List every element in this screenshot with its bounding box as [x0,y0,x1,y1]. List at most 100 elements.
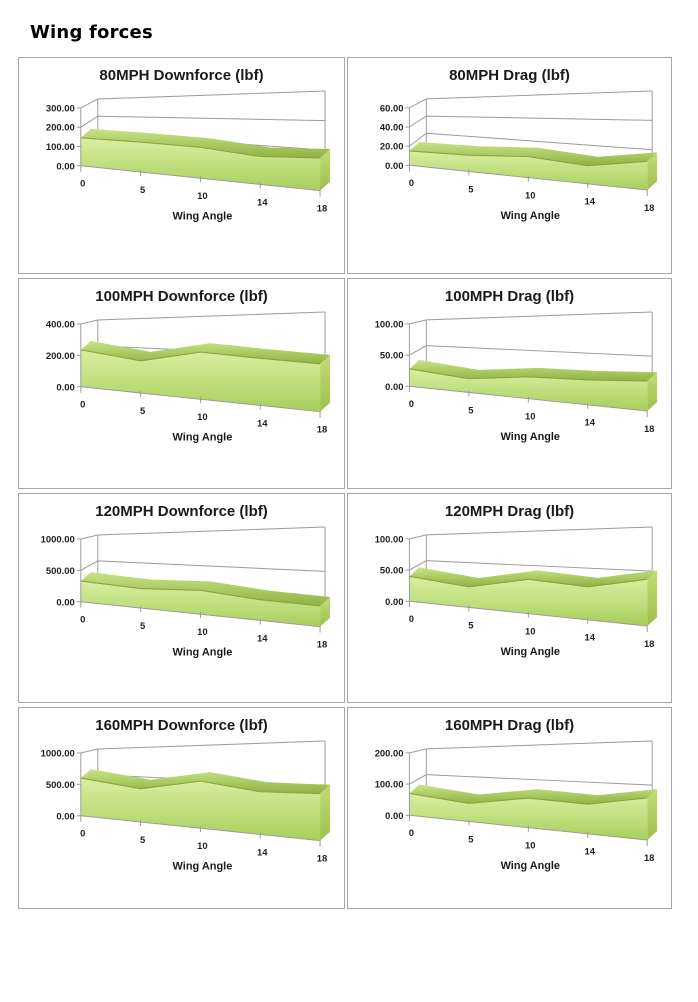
svg-text:18: 18 [644,423,654,434]
svg-text:10: 10 [525,839,535,850]
svg-text:0: 0 [80,829,85,840]
svg-text:18: 18 [317,204,328,215]
chart-title: 100MPH Drag (lbf) [444,288,575,305]
chart-panel-120mph-downforce: 120MPH Downforce (lbf) 0.00 500.00 1000.00… [18,493,345,703]
chart-panel-120mph-drag: 120MPH Drag (lbf) 0.00 50.00 100.00 0 5 10 14 1… [347,493,672,703]
svg-text:10: 10 [525,625,535,636]
chart-canvas: 0.00 200.00 400.00 0 5 10 14 18 Wing Angle [46,311,331,444]
svg-text:0: 0 [409,827,414,838]
svg-text:0: 0 [409,398,414,409]
charts-grid: 80MPH Downforce (lbf) 0.00 100.00 200.00 30… [18,57,698,909]
svg-text:18: 18 [644,852,654,863]
chart-canvas: 0.00 500.00 1000.00 0 5 10 14 18 Wing Angle [41,526,331,659]
svg-text:0.00: 0.00 [385,160,403,171]
svg-text:5: 5 [468,183,473,194]
svg-text:50.00: 50.00 [380,350,404,361]
chart-panel-100mph-drag: 100MPH Drag (lbf) 0.00 50.00 100.00 0 5 10 14 1… [347,278,672,489]
svg-text:Wing Angle: Wing Angle [501,210,560,222]
svg-text:0.00: 0.00 [56,382,74,393]
svg-text:0.00: 0.00 [385,810,403,821]
svg-text:200.00: 200.00 [46,123,75,134]
chart-canvas: 0.00 100.00 200.00 300.00 0 5 10 14 18 Wing Angle [46,90,331,223]
svg-text:Wing Angle: Wing Angle [501,431,560,443]
chart-title: 120MPH Downforce (lbf) [95,503,268,520]
svg-text:5: 5 [468,833,473,844]
svg-text:18: 18 [317,640,328,651]
svg-text:100.00: 100.00 [375,318,404,329]
svg-text:0.00: 0.00 [56,811,74,822]
svg-text:14: 14 [585,417,596,428]
chart-canvas: 0.00 50.00 100.00 0 5 10 14 18 Wing Angle [375,311,658,443]
svg-text:500.00: 500.00 [46,566,75,577]
svg-text:0.00: 0.00 [385,381,403,392]
chart-panel-160mph-downforce: 160MPH Downforce (lbf) 0.00 500.00 1000.00… [18,707,345,909]
svg-text:5: 5 [140,185,145,196]
svg-text:100.00: 100.00 [375,779,404,790]
svg-text:100.00: 100.00 [375,533,404,544]
svg-text:14: 14 [585,632,596,643]
svg-text:10: 10 [525,410,535,421]
svg-text:0.00: 0.00 [56,161,74,172]
svg-text:14: 14 [257,847,268,858]
chart-panel-160mph-drag: 160MPH Drag (lbf) 0.00 100.00 200.00 0 5 10 14… [347,707,672,909]
svg-text:Wing Angle: Wing Angle [173,861,233,873]
svg-text:0.00: 0.00 [56,597,74,608]
chart-title: 80MPH Drag (lbf) [449,67,570,84]
svg-text:0: 0 [409,613,414,624]
chart-panel-80mph-downforce: 80MPH Downforce (lbf) 0.00 100.00 200.00 30… [18,57,345,274]
chart-title: 100MPH Downforce (lbf) [95,288,268,305]
svg-text:200.00: 200.00 [375,747,404,758]
svg-text:14: 14 [257,197,268,208]
svg-text:5: 5 [468,404,473,415]
svg-text:18: 18 [317,425,328,436]
svg-text:14: 14 [257,633,268,644]
svg-text:50.00: 50.00 [380,565,404,576]
chart-title: 160MPH Drag (lbf) [444,717,575,734]
svg-text:0: 0 [409,177,414,188]
chart-panel-80mph-drag: 80MPH Drag (lbf) 0.00 20.00 40.00 60.00 0 5 10… [347,57,672,274]
svg-text:200.00: 200.00 [46,351,75,362]
svg-text:1000.00: 1000.00 [41,534,75,545]
chart-panel-100mph-downforce: 100MPH Downforce (lbf) 0.00 200.00 400.00 0… [18,278,345,489]
svg-text:100.00: 100.00 [46,142,75,153]
svg-text:5: 5 [140,621,145,632]
chart-canvas: 0.00 50.00 100.00 0 5 10 14 18 Wing Angle [375,526,658,658]
svg-text:10: 10 [197,627,208,638]
svg-text:10: 10 [525,189,535,200]
svg-text:10: 10 [197,841,208,852]
svg-text:Wing Angle: Wing Angle [501,860,560,872]
svg-text:500.00: 500.00 [46,780,75,791]
svg-text:300.00: 300.00 [46,103,75,114]
svg-text:5: 5 [468,619,473,630]
svg-text:1000.00: 1000.00 [41,748,75,759]
svg-text:Wing Angle: Wing Angle [501,646,560,658]
svg-text:40.00: 40.00 [380,121,404,132]
svg-text:14: 14 [257,418,268,429]
svg-text:0.00: 0.00 [385,596,403,607]
chart-title: 160MPH Downforce (lbf) [95,717,268,734]
svg-text:14: 14 [585,846,596,857]
svg-text:18: 18 [317,854,328,865]
svg-text:60.00: 60.00 [380,102,404,113]
svg-text:18: 18 [644,638,654,649]
chart-title: 120MPH Drag (lbf) [444,503,575,520]
svg-text:400.00: 400.00 [46,319,75,330]
svg-text:10: 10 [197,412,208,423]
svg-text:5: 5 [140,406,145,417]
page-heading: Wing forces [30,22,153,43]
svg-text:14: 14 [585,196,596,207]
svg-text:18: 18 [644,202,654,213]
svg-text:20.00: 20.00 [380,141,404,152]
svg-text:Wing Angle: Wing Angle [173,432,233,444]
chart-title: 80MPH Downforce (lbf) [99,67,264,84]
svg-text:10: 10 [197,191,208,202]
svg-text:Wing Angle: Wing Angle [173,211,233,223]
svg-text:Wing Angle: Wing Angle [173,647,233,659]
svg-text:5: 5 [140,835,145,846]
svg-text:0: 0 [80,179,85,190]
chart-canvas: 0.00 100.00 200.00 0 5 10 14 18 Wing Angle [375,740,658,872]
svg-text:0: 0 [80,400,85,411]
chart-canvas: 0.00 500.00 1000.00 0 5 10 14 18 Wing Angle [41,740,331,873]
svg-text:0: 0 [80,615,85,626]
chart-canvas: 0.00 20.00 40.00 60.00 0 5 10 14 18 Wing Angle [380,90,658,222]
